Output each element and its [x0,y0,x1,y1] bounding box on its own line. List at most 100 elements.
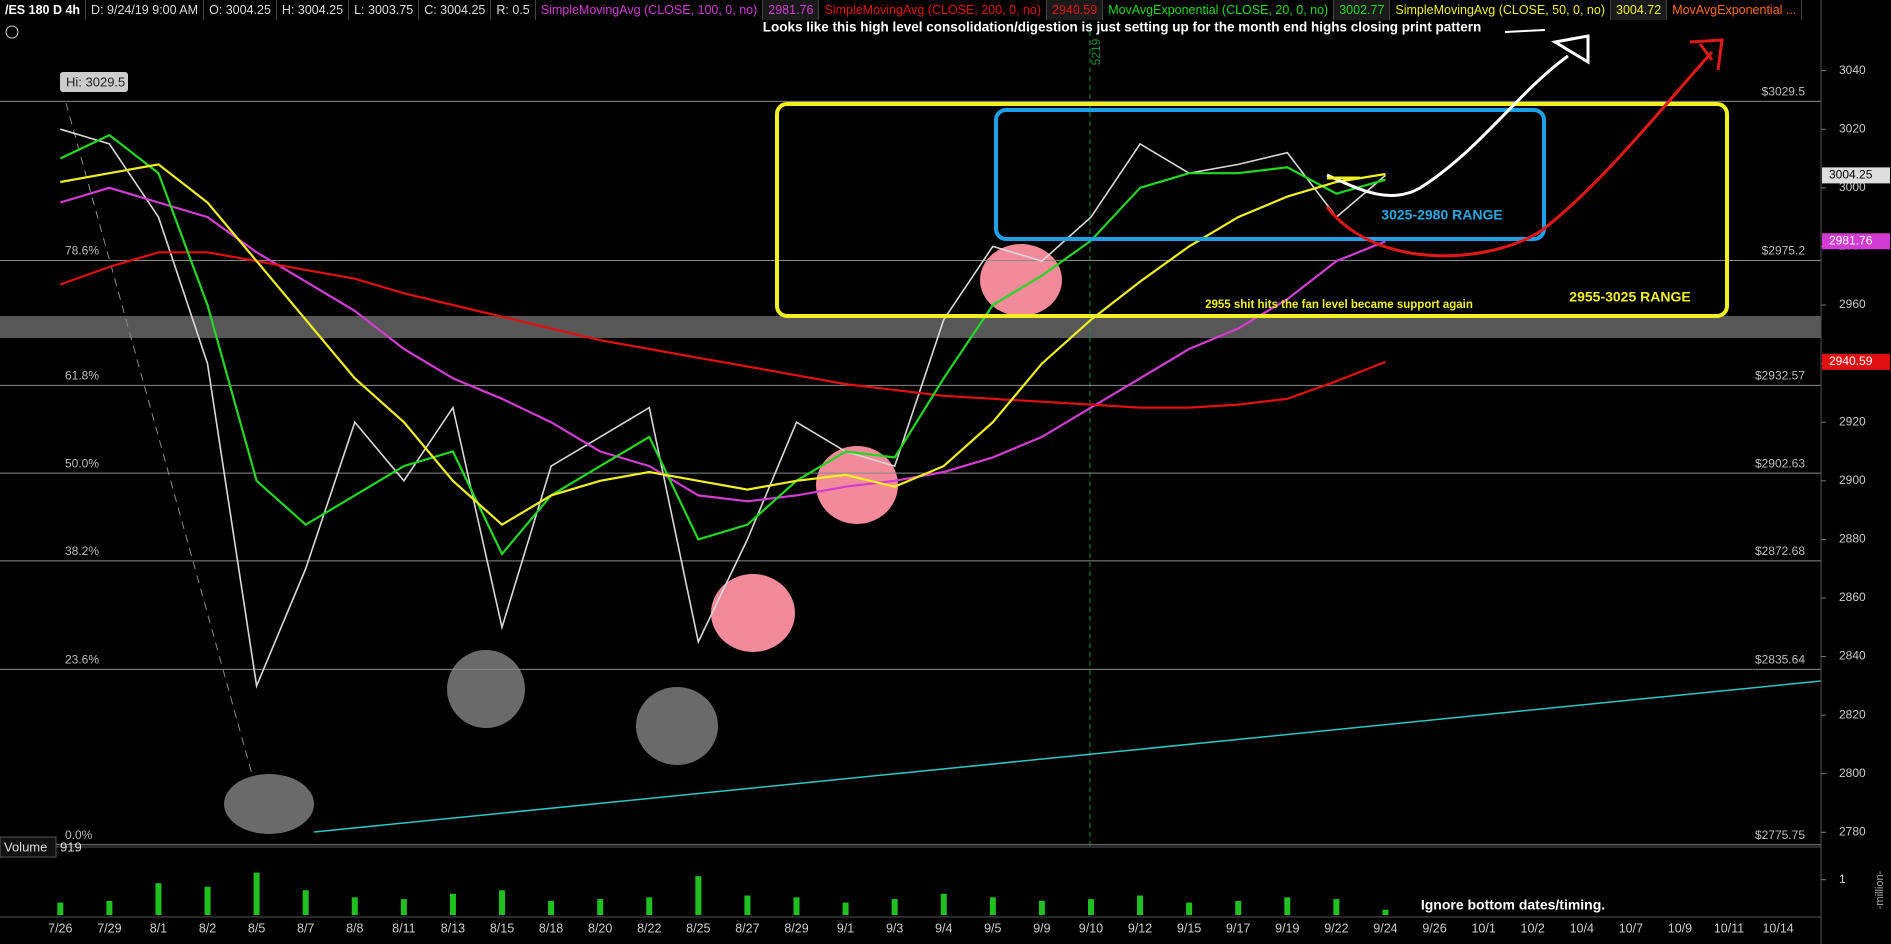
y-tick-label: 2820 [1839,707,1866,721]
y-tick-label: 2840 [1839,649,1866,663]
x-tick-label: 9/22 [1324,921,1348,935]
x-tick-label: 8/29 [784,921,808,935]
x-tick-label: 8/27 [735,921,759,935]
fib-price-label: $2932.57 [1755,369,1805,383]
header-item: D: 9/24/19 9:00 AM [86,0,205,20]
volume-bar [1087,899,1094,915]
x-tick-label: 8/18 [539,921,563,935]
fib-price-label: $3029.5 [1762,85,1806,99]
info-icon[interactable] [5,25,19,39]
volume-bar [646,897,653,915]
header-item: SimpleMovingAvg (CLOSE, 200, 0, no) [819,0,1047,20]
volume-bar [1333,899,1340,915]
fib-pct-label: 38.2% [65,544,99,558]
volume-bar [989,897,996,915]
y-tick-label: 2800 [1839,766,1866,780]
price-badge [1822,353,1890,370]
volume-bar [842,902,849,915]
volume-bar [57,902,64,915]
marker-label: 5219 [1089,38,1103,65]
header-item: SimpleMovingAvg (CLOSE, 50, 0, no) [1390,0,1611,20]
header-item: R: 0.5 [491,0,536,20]
x-tick-label: 9/5 [984,921,1001,935]
x-tick-label: 10/4 [1570,921,1594,935]
fib-price-label: $2835.64 [1755,653,1805,667]
x-tick-label: 10/2 [1521,921,1545,935]
volume-bar [351,897,358,915]
header-item: 2981.76 [763,0,820,20]
higher-low-marker [980,244,1062,316]
y-tick-label: 3040 [1839,63,1866,77]
x-tick-label: 9/3 [886,921,903,935]
price-badge [1822,233,1890,250]
price-badge-label: 2940.59 [1829,354,1873,368]
support-band [0,316,1821,338]
fib-price-label: $2872.68 [1755,544,1805,558]
x-tick-label: 9/17 [1226,921,1250,935]
x-tick-label: 8/2 [199,921,216,935]
header-item: MovAvgExponential (CLOSE, 20, 0, no) [1103,0,1335,20]
header-item: MovAvgExponential ... [1667,0,1803,20]
fib-pct-label: 61.8% [65,369,99,383]
x-tick-label: 10/14 [1762,921,1793,935]
fib-price-label: $2775.75 [1755,828,1805,842]
x-tick-label: 10/1 [1471,921,1495,935]
header-item: SimpleMovingAvg (CLOSE, 100, 0, no) [536,0,764,20]
x-tick-label: 10/9 [1668,921,1692,935]
x-tick-label: 8/1 [150,921,167,935]
x-tick-label: 8/5 [248,921,265,935]
fib-pct-label: 23.6% [65,653,99,667]
x-tick-label: 10/11 [1714,921,1744,935]
volume-bar [155,883,162,915]
plot [59,128,1387,689]
x-tick-label: 8/15 [490,921,514,935]
price-badge [1822,167,1890,184]
x-tick-label: 9/24 [1373,921,1397,935]
header-item: /ES 180 D 4h [0,0,87,20]
fib-pct-label: 0.0% [65,828,93,842]
x-tick-label: 9/9 [1033,921,1050,935]
volume-bar [302,890,309,915]
volume-bar [449,893,456,915]
header-item: 3002.77 [1334,0,1391,20]
volume-bar [695,876,702,915]
note: Ignore bottom dates/timing. [1421,897,1605,913]
y-tick-label: 2780 [1839,825,1866,839]
fib-pct-label: 78.6% [65,244,99,258]
range-box [994,108,1546,241]
x-tick-label: 9/4 [935,921,952,935]
price-line [60,128,1387,689]
volume-bar [204,886,211,915]
y-tick-label: 2900 [1839,473,1866,487]
range-label: 2955-3025 RANGE [1569,289,1690,305]
volume-bar [597,899,604,915]
arrow-head [1550,34,1590,65]
volume-bar [940,893,947,915]
moving-average [60,163,1386,527]
note-pointer [1504,29,1546,33]
projection-arrow [1326,54,1569,197]
volume-bar [1284,897,1291,915]
y-tick-label: 3000 [1839,180,1866,194]
x-tick-label: 8/7 [297,921,314,935]
x-tick-label: 9/12 [1128,921,1152,935]
projection-arrow [1325,50,1714,258]
volume-bar [891,899,898,915]
x-tick-label: 9/19 [1275,921,1299,935]
header-item: L: 3003.75 [349,0,420,20]
high-label-box [60,72,128,92]
range-box [775,102,1729,318]
fib-price-label: $2902.63 [1755,456,1805,470]
fib-pct-label: 50.0% [65,456,99,470]
x-tick-label: 7/26 [48,921,72,935]
price-badge-label: 2981.76 [1829,233,1873,247]
volume-bar [793,897,800,915]
high-label: Hi: 3029.5 [66,74,125,89]
x-tick-label: 8/22 [637,921,661,935]
header-item: H: 3004.25 [277,0,350,20]
higher-low-marker [711,574,795,652]
volume-bar [744,895,751,915]
